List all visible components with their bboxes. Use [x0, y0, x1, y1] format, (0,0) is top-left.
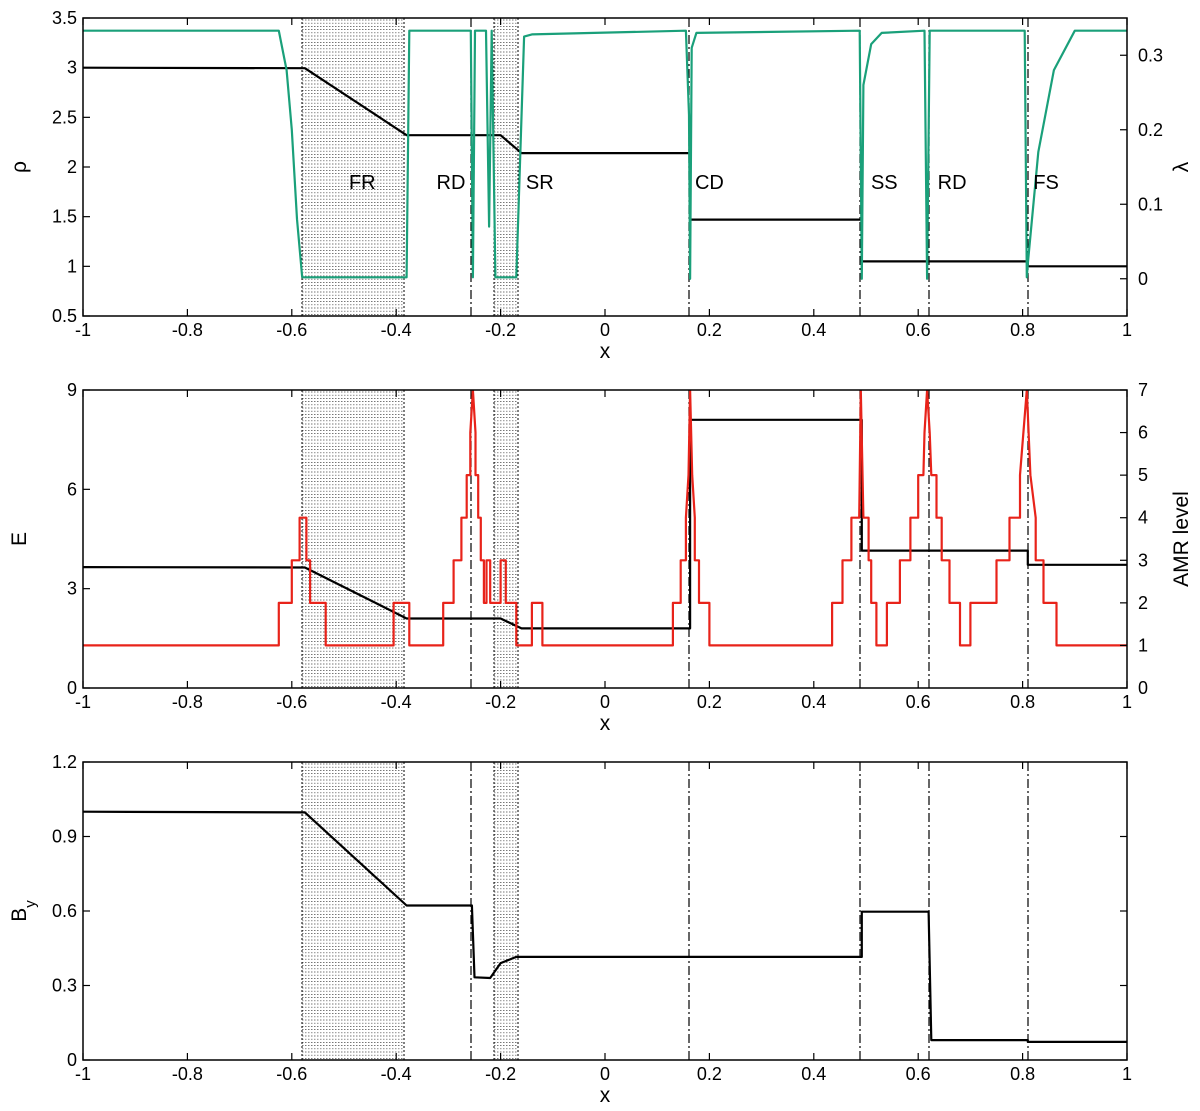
x-tick-label: -0.6: [276, 320, 307, 340]
series-line: [83, 29, 1127, 280]
x-tick-label: -1: [75, 1064, 91, 1084]
y-right-tick-label: 0.1: [1138, 194, 1163, 214]
x-tick-label: 1: [1122, 692, 1132, 712]
x-tick-label: 0.8: [1010, 1064, 1035, 1084]
y-tick-label: 0: [67, 1050, 77, 1070]
y-tick-label: 9: [67, 380, 77, 400]
x-tick-label: 0.6: [906, 320, 931, 340]
x-tick-label: -0.2: [485, 320, 516, 340]
y-right-tick-label: 2: [1138, 593, 1148, 613]
x-tick-label: -0.8: [172, 692, 203, 712]
y-tick-label: 2.5: [52, 107, 77, 127]
y-right-tick-label: 0: [1138, 269, 1148, 289]
x-tick-label: 0.2: [697, 692, 722, 712]
x-tick-label: -0.8: [172, 1064, 203, 1084]
x-tick-label: -0.2: [485, 692, 516, 712]
y-axis-label-subscript: y: [22, 900, 39, 908]
hatched-region: [301, 762, 405, 1060]
y-tick-label: 3: [67, 58, 77, 78]
y-tick-label: 0.5: [52, 306, 77, 326]
panel-density-lambda: -1 -0.8 -0.6 -0.4 -0.2 0 0.2 0.4 0.6 0.8 1 0.5 1 1.5 2…: [8, 8, 1193, 363]
y-right-axis-label: λ: [1170, 161, 1193, 172]
x-tick-label: 0: [600, 692, 610, 712]
y-tick-label: 0.3: [52, 976, 77, 996]
wave-label-rd-left: RD: [437, 172, 466, 194]
x-tick-label: -0.4: [381, 320, 412, 340]
y-tick-label: 0.6: [52, 901, 77, 921]
y-tick-label: 6: [67, 479, 77, 499]
series-line: [83, 390, 1127, 647]
x-tick-label: -1: [75, 320, 91, 340]
y-axis-label: ρ: [8, 161, 31, 173]
panel-energy-amr: -1 -0.8 -0.6 -0.4 -0.2 0 0.2 0.4 0.6 0.8 103690123…: [8, 380, 1193, 735]
series-line: [83, 66, 1127, 268]
wave-label-fr: FR: [349, 172, 376, 194]
wave-label-ss: SS: [871, 172, 898, 194]
wave-label-sr: SR: [526, 172, 554, 194]
hatched-region: [493, 18, 519, 316]
x-tick-label: 0.8: [1010, 692, 1035, 712]
x-tick-label: 0.4: [801, 692, 826, 712]
x-tick-label: -0.4: [381, 1064, 412, 1084]
y-tick-label: 1.2: [52, 752, 77, 772]
y-tick-label: 0.9: [52, 827, 77, 847]
x-tick-label: 0.6: [906, 1064, 931, 1084]
hatched-region: [301, 18, 405, 316]
panel-by: -1 -0.8 -0.6 -0.4 -0.2 0 0.2 0.4 0.6 0.8 1 0 0.3 0.6 0…: [8, 752, 1132, 1107]
hatched-region: [301, 390, 405, 688]
y-tick-label: 3: [67, 579, 77, 599]
y-right-tick-label: 0.3: [1138, 45, 1163, 65]
y-tick-label: 1.5: [52, 207, 77, 227]
x-tick-label: 0.8: [1010, 320, 1035, 340]
x-tick-label: -0.8: [172, 320, 203, 340]
hatched-region: [493, 390, 519, 688]
x-tick-label: 1: [1122, 320, 1132, 340]
x-axis-label: x: [600, 340, 611, 363]
plot-frame: [82, 17, 1128, 317]
plot-frame: [82, 761, 1128, 1061]
x-tick-label: 0: [600, 320, 610, 340]
x-tick-label: 0.2: [697, 320, 722, 340]
x-tick-label: -1: [75, 692, 91, 712]
x-tick-label: 0.4: [801, 320, 826, 340]
x-tick-label: -0.6: [276, 1064, 307, 1084]
y-right-tick-label: 3: [1138, 550, 1148, 570]
y-right-tick-label: 7: [1138, 380, 1148, 400]
y-right-axis-label: AMR level: [1170, 491, 1193, 587]
x-tick-label: 0.2: [697, 1064, 722, 1084]
y-right-tick-label: 0: [1138, 678, 1148, 698]
y-tick-label: 0: [67, 678, 77, 698]
x-tick-label: -0.6: [276, 692, 307, 712]
hatched-region: [493, 762, 519, 1060]
y-right-tick-label: 1: [1138, 635, 1148, 655]
y-axis-label: E: [8, 532, 31, 546]
wave-label-cd: CD: [695, 172, 724, 194]
wave-label-rd-right: RD: [938, 172, 967, 194]
x-tick-label: -0.4: [381, 692, 412, 712]
series-line: [83, 418, 1127, 630]
y-tick-label: 2: [67, 157, 77, 177]
x-tick-label: -0.2: [485, 1064, 516, 1084]
y-axis-label: By: [8, 900, 39, 922]
x-tick-label: 0.6: [906, 692, 931, 712]
x-tick-label: 0: [600, 1064, 610, 1084]
wave-label-fs: FS: [1033, 172, 1059, 194]
x-tick-label: 1: [1122, 1064, 1132, 1084]
y-tick-label: 1: [67, 256, 77, 276]
y-right-tick-label: 6: [1138, 423, 1148, 443]
x-axis-label: x: [600, 712, 611, 735]
y-right-tick-label: 4: [1138, 508, 1148, 528]
y-right-tick-label: 0.2: [1138, 120, 1163, 140]
y-tick-label: 3.5: [52, 8, 77, 28]
y-right-tick-label: 5: [1138, 465, 1148, 485]
series-line: [83, 810, 1127, 1043]
x-axis-label: x: [600, 1084, 611, 1107]
x-tick-label: 0.4: [801, 1064, 826, 1084]
